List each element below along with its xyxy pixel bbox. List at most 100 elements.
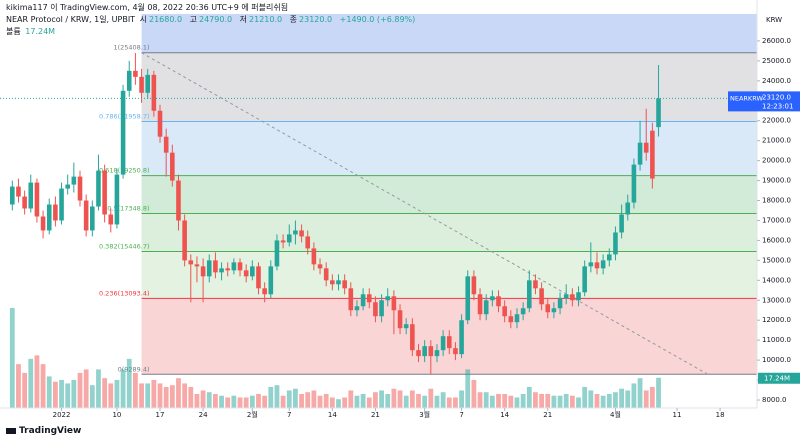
volume-bar bbox=[22, 372, 28, 408]
candle-body bbox=[286, 234, 292, 243]
candle-body bbox=[46, 204, 52, 231]
ohlc-value: 21680.0 bbox=[148, 15, 183, 24]
candle-body bbox=[502, 306, 507, 317]
volume-bar bbox=[262, 395, 268, 408]
volume-bar bbox=[453, 397, 458, 408]
fib-band bbox=[141, 14, 757, 53]
volume-bar bbox=[594, 393, 600, 408]
volume-bar bbox=[237, 397, 243, 408]
candle-body bbox=[59, 188, 64, 221]
volume-bar bbox=[305, 392, 311, 408]
x-tick-label: 11 bbox=[673, 411, 682, 419]
volume-bar bbox=[391, 388, 397, 408]
candle-body bbox=[477, 294, 483, 315]
candle-body bbox=[526, 280, 532, 309]
volume-line: 볼륨 17.24M bbox=[6, 26, 60, 37]
volume-bar bbox=[194, 393, 200, 408]
candle-body bbox=[606, 254, 612, 261]
candle-body bbox=[551, 308, 557, 313]
volume-tag-text: 17.24M bbox=[764, 374, 790, 382]
volume-bar bbox=[459, 390, 464, 408]
volume-bar bbox=[428, 388, 434, 408]
candle-body bbox=[588, 262, 594, 267]
candle-body bbox=[323, 268, 329, 281]
x-tick-label: 14 bbox=[500, 411, 509, 419]
candle-body bbox=[53, 204, 58, 221]
candle-body bbox=[268, 266, 274, 295]
volume-bar bbox=[348, 390, 354, 408]
volume-bar bbox=[114, 379, 120, 408]
candle-body bbox=[90, 206, 95, 231]
fib-label: 0.382(15446.7) bbox=[99, 242, 150, 250]
candle-body bbox=[108, 214, 114, 225]
volume-bar bbox=[163, 386, 169, 408]
candle-body bbox=[391, 296, 397, 311]
volume-bar bbox=[169, 385, 175, 408]
candle-body bbox=[262, 288, 267, 295]
volume-bar bbox=[508, 395, 514, 408]
volume-bar bbox=[249, 395, 255, 408]
candle-body bbox=[397, 310, 403, 329]
candle-body bbox=[237, 262, 243, 271]
volume-bar bbox=[28, 358, 34, 408]
y-tick-label: 10000.0 bbox=[762, 356, 791, 364]
volume-bar bbox=[656, 377, 661, 408]
volume-bar bbox=[526, 386, 532, 408]
x-tick-label: 17 bbox=[156, 411, 165, 419]
ohlc-label: 저 bbox=[239, 15, 248, 24]
volume-bar bbox=[360, 393, 366, 408]
published-text: kikima117 이 TradingView.com, 4월 08, 2022… bbox=[6, 3, 289, 12]
candle-body bbox=[194, 264, 200, 267]
ohlc-value: 24790.0 bbox=[199, 15, 233, 24]
candle-body bbox=[366, 294, 372, 303]
volume-bar bbox=[465, 369, 471, 408]
volume-bar bbox=[471, 379, 477, 408]
volume-bar bbox=[311, 390, 317, 408]
volume-bar bbox=[274, 385, 280, 408]
candle-body bbox=[200, 266, 206, 277]
legend-line: NEAR Protocol / KRW, 1일, UPBIT 시 21680.0 … bbox=[6, 14, 420, 25]
ohlc-label: 고 bbox=[189, 15, 197, 24]
volume-bar bbox=[563, 393, 569, 408]
volume-bar bbox=[533, 392, 538, 408]
candle-body bbox=[336, 280, 341, 285]
y-tick-label: 22000.0 bbox=[762, 117, 791, 125]
volume-bar bbox=[200, 390, 206, 408]
volume-bar bbox=[354, 395, 360, 408]
volume-bar bbox=[329, 397, 335, 408]
candle-body bbox=[637, 142, 643, 165]
y-tick-label: 21000.0 bbox=[762, 137, 791, 145]
fib-label: 0.5(17348.8) bbox=[107, 205, 149, 213]
volume-bar bbox=[34, 355, 40, 408]
candle-body bbox=[243, 270, 249, 277]
candle-body bbox=[114, 174, 120, 225]
x-tick-label: 2월 bbox=[247, 410, 258, 419]
volume-tag bbox=[758, 372, 800, 384]
volume-bar bbox=[576, 397, 581, 408]
volume-bar bbox=[619, 388, 625, 408]
volume-label: 볼륨 bbox=[6, 27, 21, 36]
volume-bar bbox=[9, 308, 15, 408]
candle-body bbox=[231, 262, 237, 271]
volume-bar bbox=[520, 393, 526, 408]
volume-bar bbox=[268, 386, 274, 408]
volume-bar bbox=[139, 383, 144, 408]
volume-bar bbox=[317, 395, 323, 408]
x-tick-label: 2022 bbox=[53, 411, 71, 419]
volume-bar bbox=[157, 383, 163, 408]
candle-body bbox=[508, 316, 514, 323]
candle-body bbox=[643, 142, 649, 153]
volume-bar bbox=[96, 369, 101, 408]
candle-body bbox=[514, 314, 520, 323]
volume-bar bbox=[65, 383, 71, 408]
price-tag bbox=[728, 91, 800, 112]
volume-bar bbox=[631, 383, 637, 408]
volume-bar bbox=[102, 378, 108, 408]
volume-bar bbox=[219, 395, 224, 408]
candle-body bbox=[274, 240, 280, 267]
volume-bar bbox=[299, 393, 304, 408]
volume-bar bbox=[83, 369, 89, 408]
volume-bar bbox=[231, 395, 237, 408]
candle-body bbox=[256, 266, 261, 289]
price-axis bbox=[757, 0, 800, 440]
